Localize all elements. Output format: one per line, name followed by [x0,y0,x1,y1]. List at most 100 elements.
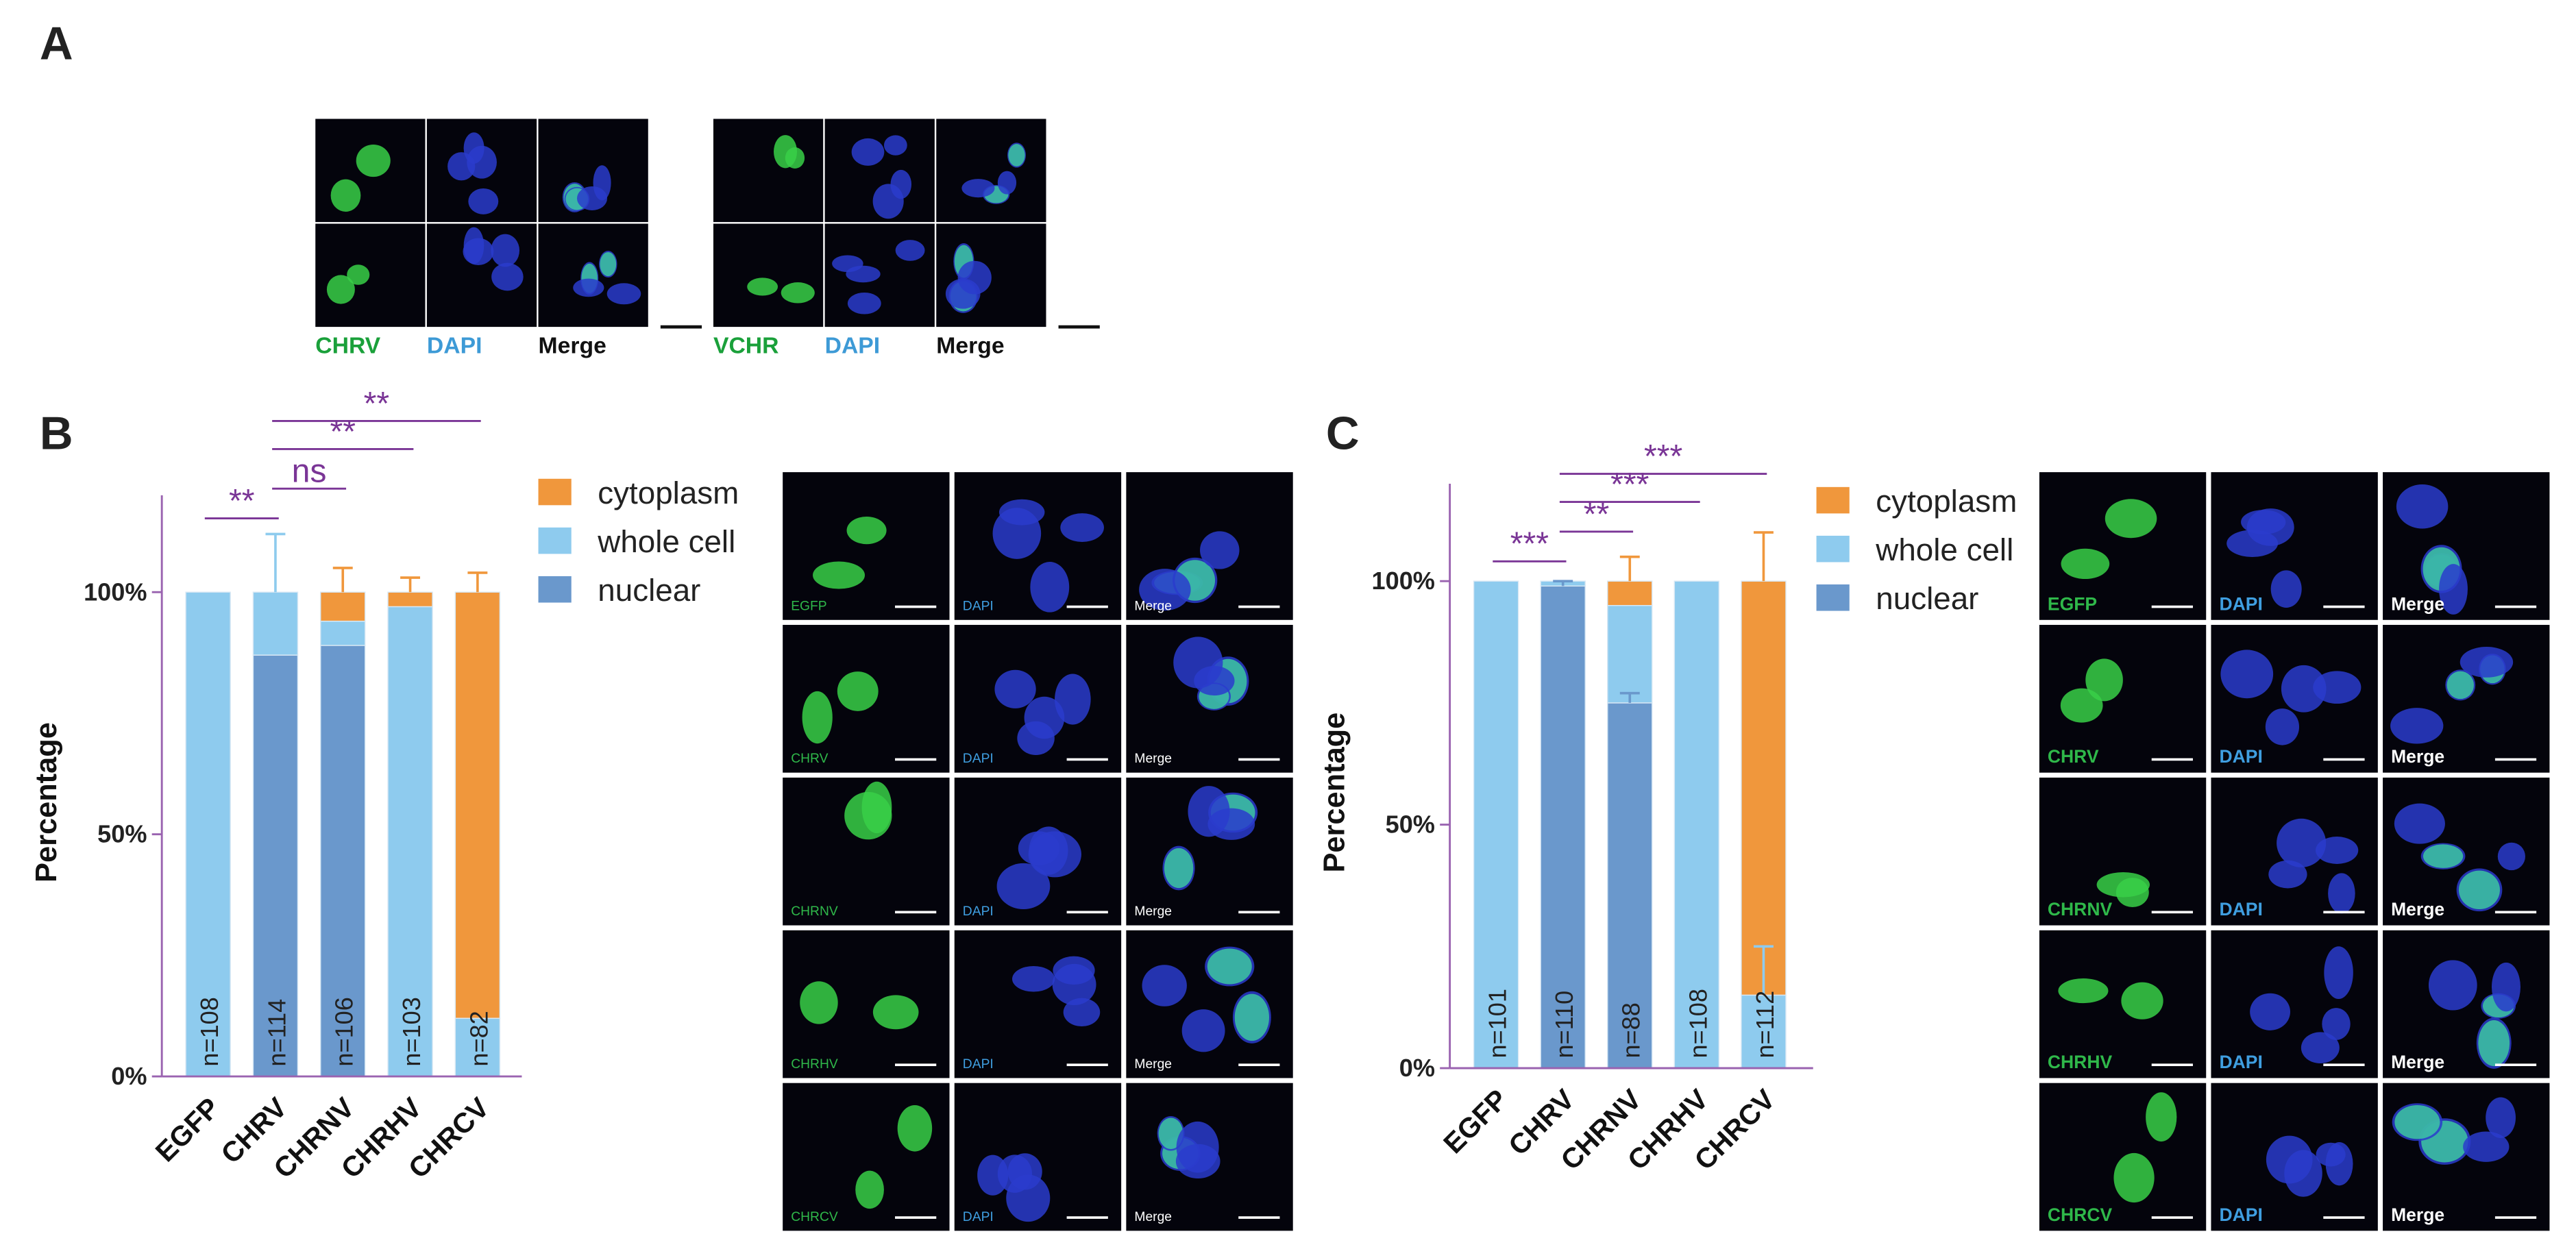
nucleus [2281,665,2327,713]
nucleus [997,1154,1032,1193]
nucleus [1207,808,1255,840]
image-label: CHRHV [2048,1052,2113,1072]
y-axis-title: Percentage [30,722,63,882]
legend-swatch [1816,584,1850,611]
image-label: CHRNV [791,904,838,919]
nucleus [1176,1121,1219,1173]
image-label: DAPI [963,752,994,766]
nucleus [895,240,925,261]
nucleus [2301,1032,2340,1064]
nucleus [2322,1008,2351,1040]
nucleus [2316,837,2359,864]
cell [1008,144,1025,166]
image-label: EGFP [791,599,826,613]
nucleus [2390,708,2444,744]
n-label: n=108 [1684,989,1712,1058]
micrograph [783,1083,950,1231]
bar-segment [1473,580,1519,1069]
significance-label: ** [330,413,356,450]
image-label: Merge [1134,1210,1172,1224]
significance-label: *** [1610,466,1649,503]
nucleus [2463,1131,2510,1162]
image-label: EGFP [2048,593,2097,614]
bar-segment [1741,994,1787,1069]
n-label: n=108 [195,997,223,1066]
legend-swatch [1816,486,1850,514]
bar-segment [454,591,501,1019]
image-label: Merge [2391,746,2444,767]
cell [846,517,887,545]
cell [774,135,798,169]
bar-segment [1607,580,1653,606]
nucleus [883,135,907,156]
cell [2121,982,2163,1020]
micrograph [713,119,824,223]
cell [2096,872,2150,898]
nucleus [1029,826,1068,875]
bar-segment [185,591,231,1077]
image-label: Merge [2391,593,2444,614]
image-label: Merge [2391,1205,2444,1225]
cell [855,1170,884,1209]
nucleus [2497,842,2525,871]
legend-label: cytoplasm [1876,484,2017,519]
legend-swatch [538,478,572,506]
nucleus [961,179,995,198]
image-label: DAPI [825,333,881,359]
image-label: CHRV [2048,746,2099,767]
nucleus [2439,564,2468,615]
bar-segment [1540,585,1586,1069]
cell [1234,993,1269,1041]
image-label: Merge [1134,904,1172,919]
nucleus [2428,960,2477,1011]
micrograph [783,472,950,620]
image-label: CHRCV [791,1210,838,1224]
y-tick-label: 50% [97,820,147,848]
nucleus [2328,873,2355,914]
significance-label: ns [292,453,327,490]
nucleus [996,863,1051,910]
y-tick-label: 50% [1386,811,1435,839]
nucleus [1173,637,1223,689]
image-label: Merge [1134,752,1172,766]
nucleus [2316,1142,2346,1167]
nucleus [2220,650,2274,699]
image-label: CHRV [791,752,828,766]
n-label: n=88 [1617,1002,1645,1058]
nucleus [2250,993,2291,1030]
significance-label: ** [364,385,390,422]
cell [747,277,778,296]
bar-segment [1607,604,1653,704]
image-label: DAPI [963,599,994,613]
nucleus [467,145,497,179]
micrograph [2039,1083,2207,1231]
nucleus [1060,513,1104,542]
nucleus [491,262,524,291]
image-label: Merge [2391,899,2444,919]
cell [2478,1020,2510,1067]
cell [2446,671,2474,700]
nucleus [2268,860,2307,889]
cell [326,275,355,304]
nucleus [2396,484,2449,529]
bar-segment [319,645,366,1077]
nucleus [573,278,604,297]
cell [2058,978,2109,1004]
n-label: n=101 [1484,989,1512,1058]
nucleus [2246,508,2294,546]
image-label: CHRHV [791,1057,838,1072]
cell [600,251,617,277]
nucleus [1055,674,1091,725]
panel-label: B [40,408,73,459]
nucleus [463,238,494,265]
bar-segment [319,591,366,622]
nucleus [997,171,1017,195]
nucleus [2265,708,2300,745]
cell [2394,1105,2440,1139]
nucleus [1012,965,1055,992]
n-label: n=103 [397,997,426,1066]
image-label: DAPI [2220,1052,2263,1072]
nucleus [468,188,499,214]
nucleus [1063,998,1101,1027]
cell [781,282,815,304]
